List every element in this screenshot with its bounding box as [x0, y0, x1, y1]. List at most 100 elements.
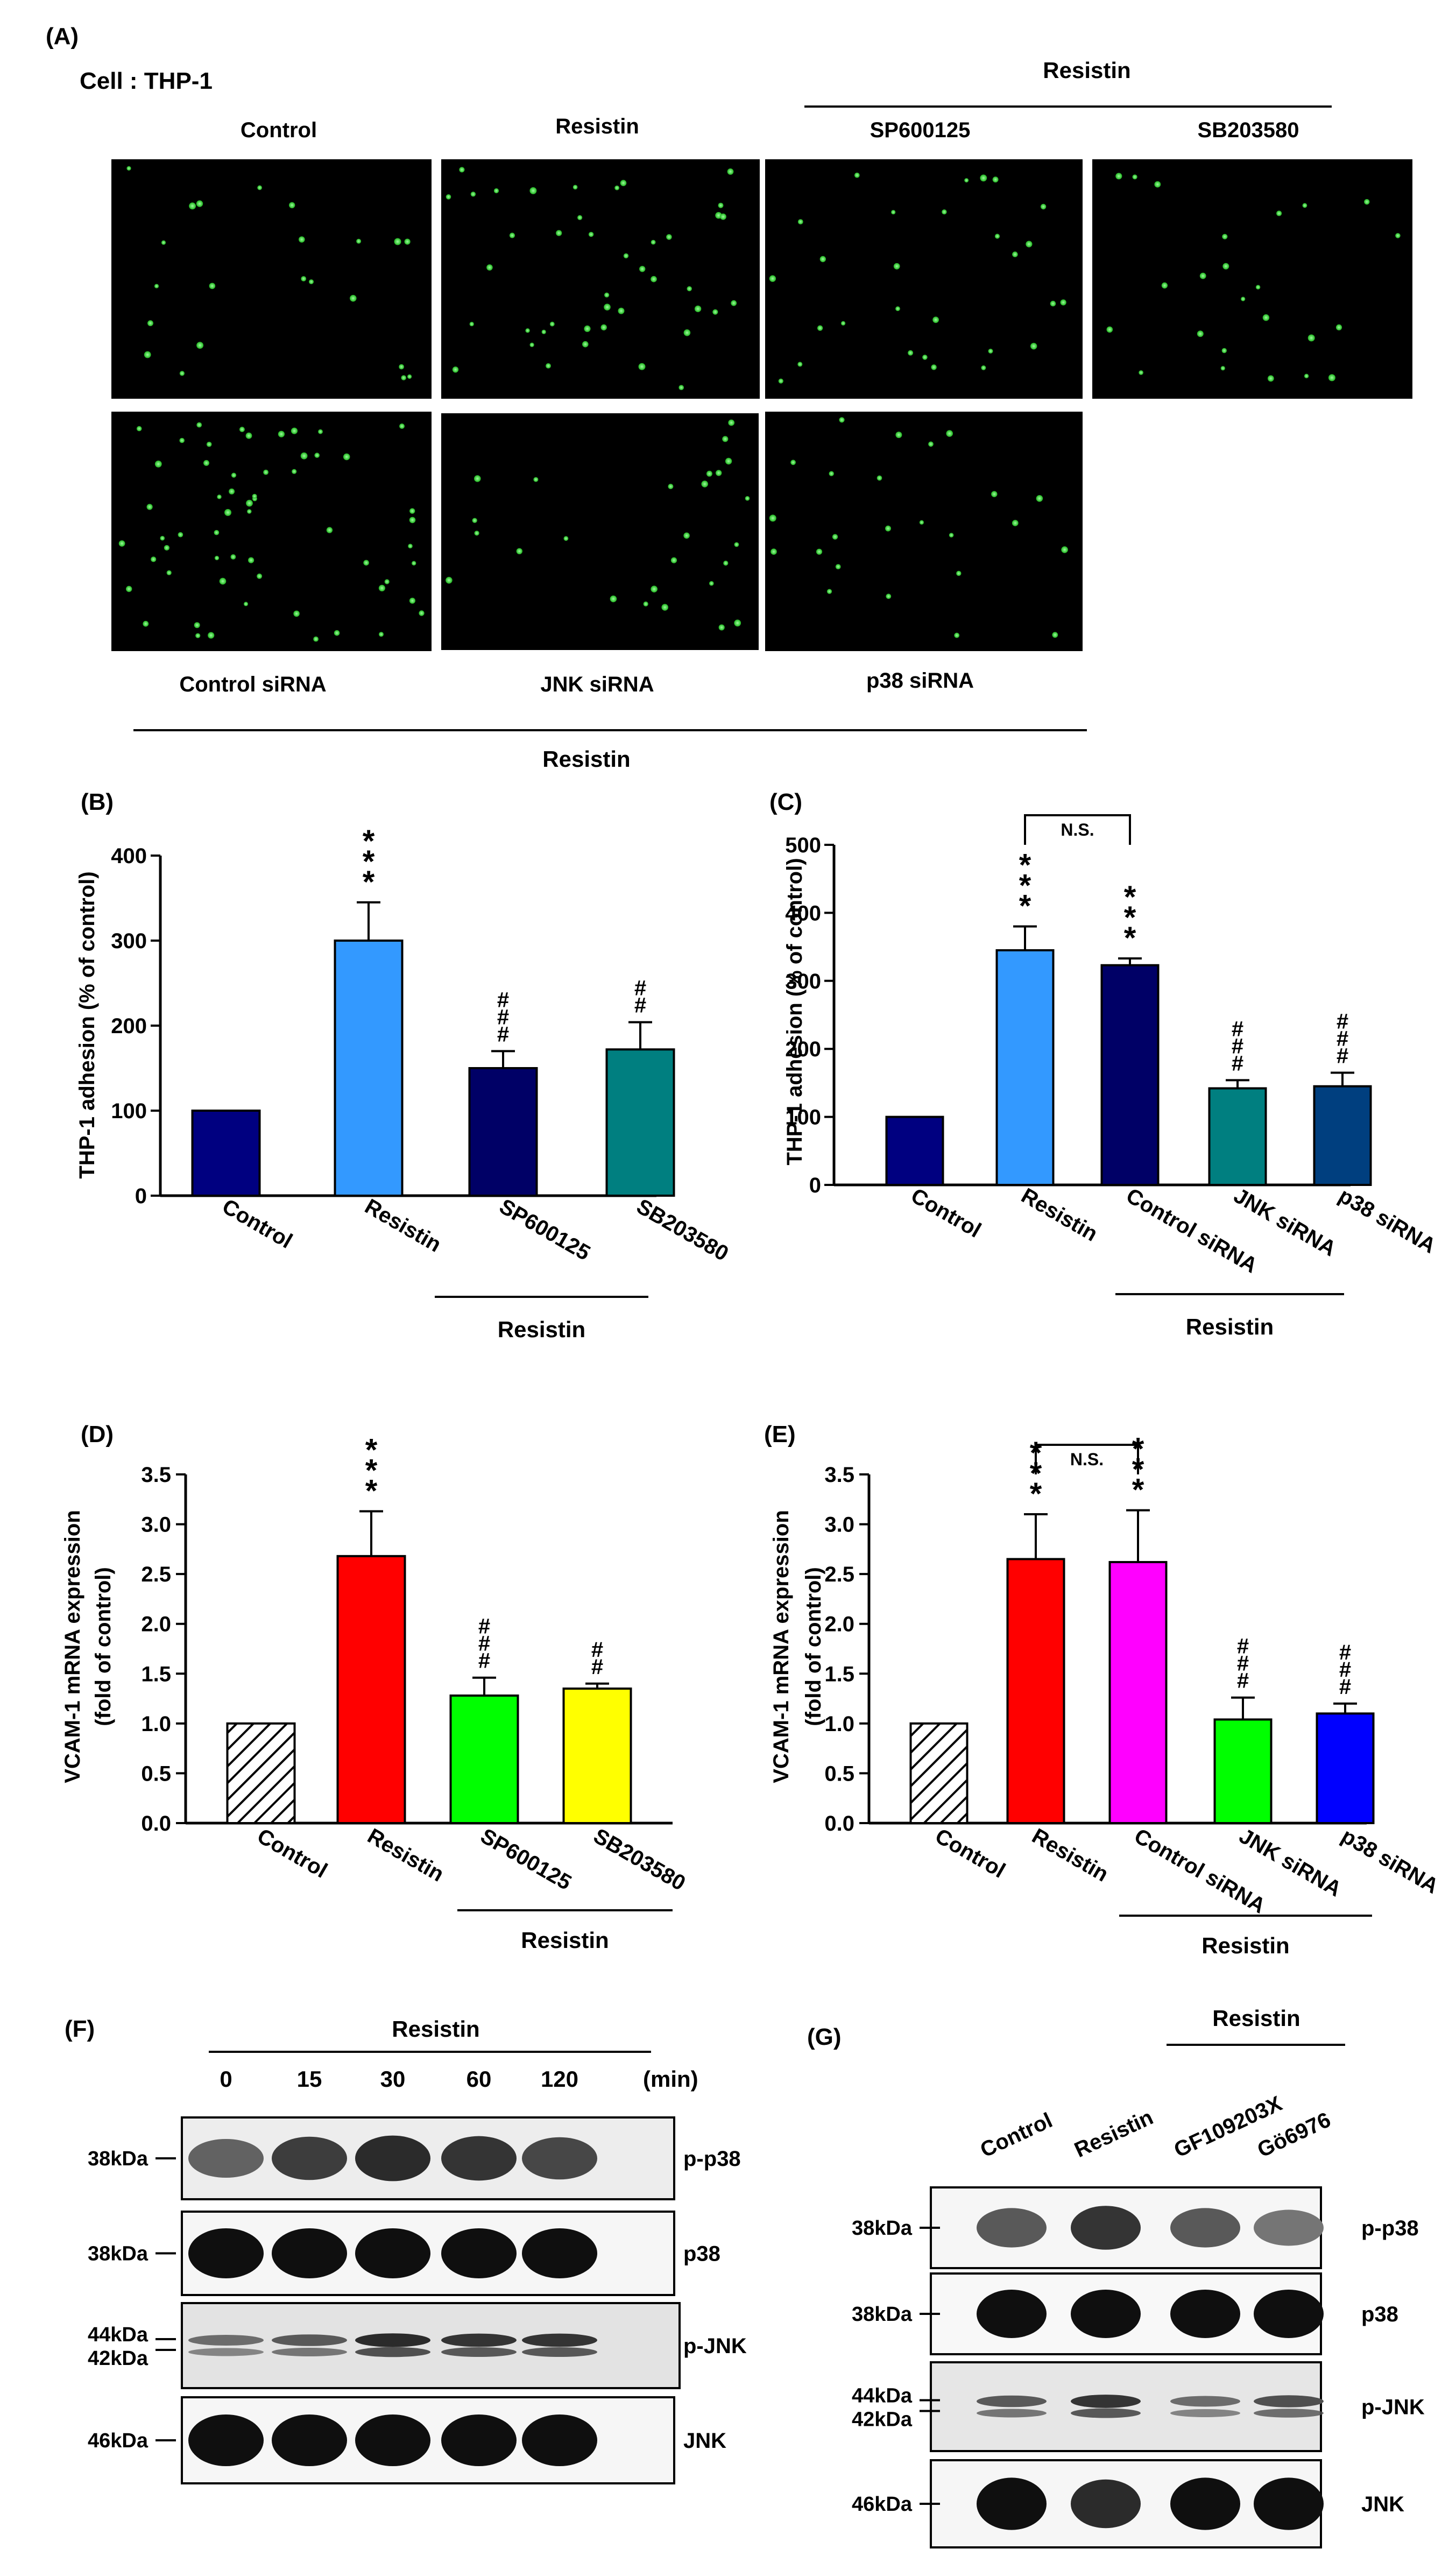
cell-dot	[769, 514, 776, 522]
cell-dot	[720, 213, 726, 220]
band-p-jnk-44	[522, 2333, 597, 2347]
significance-mark: * * *	[363, 824, 375, 900]
panel-letter: (C)	[769, 789, 802, 815]
cell-dot	[179, 437, 185, 443]
category-label: p38 siRNA	[1338, 1824, 1443, 1898]
significance-mark: # # #	[497, 988, 509, 1046]
band-p-jnk-42	[1170, 2409, 1240, 2417]
cell-dot	[151, 556, 157, 562]
cell-dot	[716, 470, 722, 476]
cell-dot	[922, 355, 928, 360]
cell-dot	[885, 525, 891, 532]
y-tick-label: 3.0	[824, 1513, 854, 1537]
group-label: Resistin	[1201, 1933, 1289, 1958]
category-label: Control	[253, 1824, 331, 1883]
cell-dot	[154, 460, 162, 468]
chart-d: (D) 0.0 0.5 1.0 1.5 2.0 2.5 3.0 3.5 VCAM-1 mRNA e…	[61, 1421, 689, 1953]
cell-dot	[289, 202, 295, 208]
micrograph-jnk-sirna	[441, 413, 759, 650]
cell-dot	[797, 219, 803, 224]
y-tick-label: 2.0	[141, 1613, 171, 1636]
cell-dot	[378, 584, 386, 591]
cell-dot	[797, 362, 803, 367]
significance-mark: # #	[634, 977, 646, 1018]
cell-dot	[1221, 348, 1227, 354]
cell-dot	[525, 328, 530, 333]
cell-dot	[928, 441, 934, 447]
cell-dot	[245, 432, 252, 439]
cell-dot	[474, 531, 479, 536]
y-tick-label: 300	[785, 970, 821, 993]
y-tick-label: 2.5	[141, 1563, 171, 1586]
cell-dot	[246, 499, 253, 507]
cell-dot	[1012, 251, 1018, 258]
cell-dot	[217, 495, 222, 499]
blot-band	[272, 2414, 347, 2466]
cell-dot	[895, 306, 900, 312]
cell-dot	[404, 238, 411, 245]
cell-dot	[446, 577, 453, 584]
protein-label: JNK	[1361, 2493, 1404, 2516]
category-label: Resistin	[1028, 1824, 1113, 1887]
image-label-jnk-sirna: JNK siRNA	[540, 673, 654, 696]
panel-f: (F) Resistin 0 15 30 60 120 (min) 38kDa p-p38 38kD…	[65, 2016, 747, 2484]
ns-label: N.S.	[1061, 820, 1094, 839]
cell-dot	[1012, 520, 1019, 526]
y-axis-label: THP-1 adhesion (% of control)	[75, 871, 99, 1178]
category-label: SB203580	[590, 1824, 690, 1896]
cell-dot	[819, 256, 826, 263]
micrograph-sp600125	[765, 159, 1083, 399]
protein-label: p38	[1361, 2303, 1398, 2326]
cell-dot	[1197, 330, 1204, 337]
cell-dot	[731, 300, 737, 306]
y-tick-label: 3.5	[141, 1463, 171, 1487]
cell-dot	[292, 469, 297, 474]
cell-dot	[769, 275, 776, 282]
blot-band	[1254, 2477, 1324, 2530]
cell-dot	[709, 581, 714, 586]
cell-dot	[1199, 272, 1206, 279]
bar	[1313, 1085, 1372, 1186]
cell-dot	[224, 509, 231, 516]
cell-dot	[683, 329, 691, 336]
cell-dot	[257, 185, 262, 190]
y-axis-label: VCAM-1 mRNA expression	[61, 1510, 84, 1783]
cell-dot	[194, 622, 200, 629]
cell-dot	[203, 460, 209, 466]
cell-dot	[206, 441, 212, 447]
cell-dot	[817, 325, 823, 331]
cell-dot	[247, 509, 252, 514]
bar	[336, 1555, 406, 1824]
cell-dot	[1106, 326, 1113, 333]
cell-dot	[841, 321, 846, 326]
blot-band	[272, 2136, 347, 2180]
cell-dot	[407, 374, 412, 379]
significance-mark: # #	[591, 1638, 603, 1679]
cell-dot	[1241, 296, 1246, 301]
cell-dot	[895, 432, 902, 439]
panel-letter: (G)	[807, 2024, 842, 2050]
y-tick-label: 3.0	[141, 1513, 171, 1537]
cell-dot	[263, 469, 268, 475]
category-label: Control	[931, 1824, 1009, 1883]
cell-dot	[623, 253, 629, 259]
blot-band	[1071, 2479, 1141, 2529]
cell-dot	[826, 589, 832, 594]
cell-dot	[189, 202, 196, 210]
band-p-jnk-42	[355, 2347, 430, 2357]
category-label: Resistin	[361, 1195, 446, 1257]
blot-band	[977, 2290, 1047, 2338]
ns-bracket	[1035, 1444, 1139, 1474]
bar	[605, 1048, 675, 1197]
blot-band	[188, 2228, 264, 2278]
micrograph-sb203580	[1092, 159, 1412, 399]
cell-dot	[706, 470, 712, 477]
cell-dot	[1040, 203, 1047, 210]
category-label: SB203580	[633, 1195, 733, 1266]
cell-dot	[1132, 174, 1137, 180]
bar	[885, 1115, 944, 1187]
bar	[1208, 1087, 1267, 1186]
cell-dot	[160, 535, 165, 541]
cell-dot	[994, 234, 1000, 239]
